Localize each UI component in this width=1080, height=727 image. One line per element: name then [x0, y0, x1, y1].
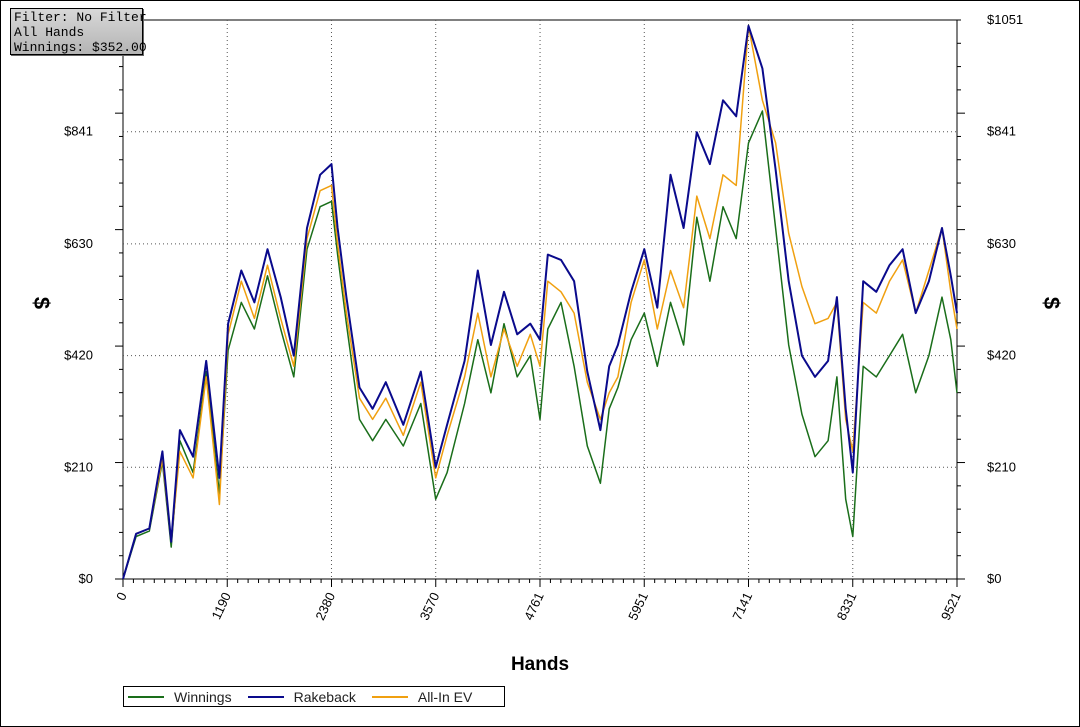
- legend-label: All-In EV: [417, 688, 473, 705]
- x-axis-label: Hands: [511, 654, 569, 675]
- legend-label: Winnings: [174, 688, 232, 705]
- y-tick-label-right: $0: [987, 571, 1001, 586]
- y-tick-label-right: $1051: [987, 12, 1023, 27]
- x-tick-label: 0: [113, 590, 130, 603]
- y-axis-label-left: $: [29, 297, 54, 309]
- legend-label: Rakeback: [293, 688, 356, 705]
- legend-item: Rakeback: [247, 688, 356, 705]
- y-tick-label-left: $630: [64, 236, 93, 251]
- legend-swatch: [371, 695, 408, 698]
- y-tick-label-left: $210: [64, 459, 93, 474]
- y-tick-label-right: $630: [987, 236, 1016, 251]
- y-tick-label-left: $420: [64, 348, 93, 363]
- winnings-label: Winnings: $352.00: [14, 40, 147, 55]
- series-line-rakeback: [122, 24, 958, 580]
- x-tick-label: 8331: [834, 590, 860, 623]
- hands-label: All Hands: [14, 25, 85, 40]
- series-line-all-in-ev: [122, 25, 958, 580]
- filter-label: Filter: No Filter: [14, 10, 147, 25]
- series-line-winnings: [122, 110, 958, 580]
- y-tick-label-right: $210: [987, 459, 1016, 474]
- y-tick-label-left: $0: [79, 571, 93, 586]
- x-tick-label: 4761: [521, 590, 547, 623]
- legend: Winnings Rakeback All-In EV: [123, 686, 505, 707]
- x-tick-label: 3570: [417, 590, 443, 623]
- y-tick-label-left: $841: [64, 124, 93, 139]
- x-tick-label: 9521: [938, 590, 964, 623]
- y-tick-label-right: $841: [987, 124, 1016, 139]
- legend-item: All-In EV: [371, 688, 473, 705]
- filter-info-box: Filter: No Filter All Hands Winnings: $3…: [10, 8, 147, 55]
- legend-swatch: [247, 695, 284, 698]
- y-axis-label-right: $: [1039, 297, 1064, 309]
- x-tick-label: 5951: [625, 590, 651, 623]
- x-tick-label: 7141: [729, 590, 755, 623]
- legend-item: Winnings: [128, 689, 232, 705]
- y-tick-label-right: $420: [987, 348, 1016, 363]
- legend-swatch: [128, 695, 164, 698]
- x-tick-label: 2380: [312, 590, 338, 623]
- x-tick-label: 1190: [209, 590, 234, 622]
